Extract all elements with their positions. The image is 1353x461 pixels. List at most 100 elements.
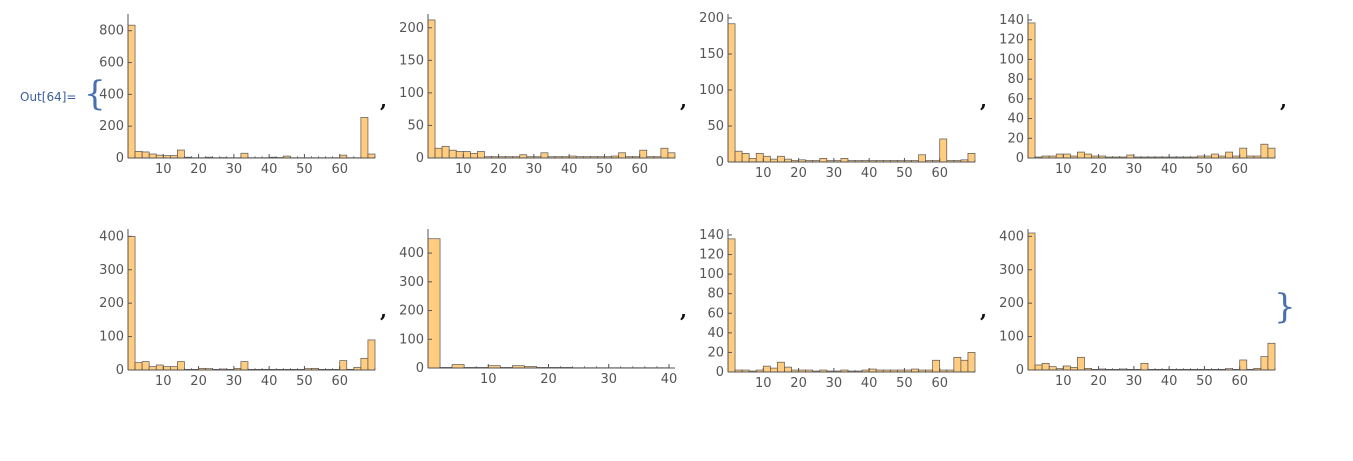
y-tick-label: 300 bbox=[399, 275, 424, 290]
histogram-bar bbox=[1267, 342, 1276, 371]
x-tick-label: 10 bbox=[455, 162, 472, 177]
y-tick-label: 0 bbox=[116, 151, 124, 166]
histogram-bar bbox=[741, 153, 750, 163]
histogram-bar bbox=[148, 366, 157, 371]
histogram-bar bbox=[339, 360, 348, 371]
x-tick-label: 10 bbox=[1055, 374, 1072, 389]
y-tick-label: 100 bbox=[99, 330, 124, 345]
x-tick-label: 10 bbox=[480, 372, 497, 387]
y-tick-label: 0 bbox=[1016, 363, 1024, 378]
histogram-bar bbox=[932, 359, 941, 373]
list-open-brace: { bbox=[84, 74, 106, 114]
histogram-bar bbox=[1027, 232, 1036, 371]
histogram-8: 0 100 200 300 400 10 20 30 40 50 60 bbox=[999, 229, 1276, 389]
y-tick-label: 0 bbox=[716, 155, 724, 170]
x-tick-label: 20 bbox=[490, 162, 507, 177]
histogram-bar bbox=[427, 238, 441, 369]
y-tick-label: 20 bbox=[707, 345, 724, 360]
x-tick-label: 20 bbox=[1090, 374, 1107, 389]
x-tick-label: 10 bbox=[155, 374, 172, 389]
histogram-bar bbox=[918, 154, 926, 163]
x-tick-label: 10 bbox=[1055, 162, 1072, 177]
y-tick-label: 150 bbox=[399, 53, 424, 68]
histogram-bar bbox=[1260, 143, 1269, 159]
y-tick-label: 80 bbox=[1007, 72, 1024, 87]
x-tick-label: 40 bbox=[861, 166, 878, 181]
histogram-bar bbox=[427, 19, 436, 159]
x-tick-label: 50 bbox=[596, 162, 613, 177]
histogram-bar bbox=[134, 150, 143, 159]
histogram-2: 0 50 100 150 200 10 20 30 40 50 60 bbox=[399, 14, 676, 177]
x-tick-label: 30 bbox=[1126, 374, 1143, 389]
histogram-bar bbox=[1239, 359, 1248, 371]
x-tick-label: 40 bbox=[1161, 374, 1178, 389]
y-tick-label: 120 bbox=[999, 33, 1024, 48]
list-separator-comma: , bbox=[980, 88, 987, 112]
histogram-bar bbox=[155, 364, 164, 371]
y-tick-label: 150 bbox=[699, 47, 724, 62]
histogram-bar bbox=[748, 158, 757, 163]
y-tick-label: 100 bbox=[999, 52, 1024, 67]
x-tick-label: 60 bbox=[931, 376, 948, 391]
y-tick-label: 200 bbox=[99, 119, 124, 134]
y-tick-label: 200 bbox=[399, 304, 424, 319]
y-tick-label: 100 bbox=[399, 332, 424, 347]
x-tick-label: 30 bbox=[526, 162, 543, 177]
y-tick-label: 50 bbox=[407, 118, 424, 133]
histogram-5: 0 100 200 300 400 10 20 30 40 50 60 bbox=[99, 229, 376, 389]
histogram-bar bbox=[455, 151, 464, 159]
histogram-1: 0 200 400 600 800 10 20 30 40 50 60 bbox=[99, 14, 376, 177]
histogram-bar bbox=[1084, 153, 1092, 159]
histogram-bar bbox=[540, 152, 549, 159]
y-tick-label: 60 bbox=[1007, 92, 1024, 107]
y-tick-label: 100 bbox=[399, 86, 424, 101]
y-tick-label: 140 bbox=[699, 228, 724, 243]
x-tick-label: 50 bbox=[896, 166, 913, 181]
x-tick-label: 50 bbox=[296, 374, 313, 389]
histogram-bar bbox=[240, 361, 249, 371]
histogram-bar bbox=[762, 365, 771, 373]
histogram-bar bbox=[1062, 365, 1071, 371]
histogram-bar bbox=[1041, 362, 1050, 371]
x-tick-label: 30 bbox=[1126, 162, 1143, 177]
x-tick-label: 20 bbox=[540, 372, 557, 387]
histogram-bar bbox=[1034, 364, 1043, 371]
histogram-bar bbox=[727, 23, 736, 163]
histogram-bar bbox=[141, 151, 150, 159]
x-tick-label: 20 bbox=[190, 162, 207, 177]
x-tick-label: 50 bbox=[1196, 374, 1213, 389]
y-tick-label: 300 bbox=[99, 263, 124, 278]
histogram-bar bbox=[462, 151, 471, 159]
histogram-bar bbox=[367, 339, 376, 371]
output-cell-label: Out[64]= bbox=[20, 90, 77, 104]
histogram-3: 0 50 100 150 200 10 20 30 40 50 60 bbox=[699, 11, 976, 181]
histogram-bar bbox=[360, 357, 369, 371]
x-tick-label: 30 bbox=[826, 166, 843, 181]
histogram-bar bbox=[169, 366, 178, 371]
list-close-brace: } bbox=[1274, 287, 1296, 327]
y-tick-label: 0 bbox=[116, 363, 124, 378]
x-tick-label: 10 bbox=[155, 162, 172, 177]
y-tick-label: 200 bbox=[399, 21, 424, 36]
x-tick-label: 50 bbox=[1196, 162, 1213, 177]
histogram-bar bbox=[1260, 356, 1269, 371]
x-tick-label: 50 bbox=[896, 376, 913, 391]
list-separator-comma: , bbox=[380, 88, 387, 112]
x-tick-label: 30 bbox=[226, 162, 243, 177]
y-tick-label: 80 bbox=[707, 287, 724, 302]
histogram-bar bbox=[667, 152, 676, 159]
x-tick-label: 40 bbox=[661, 372, 678, 387]
histogram-bar bbox=[177, 149, 185, 159]
histogram-bar bbox=[1140, 362, 1149, 371]
y-tick-label: 0 bbox=[716, 365, 724, 380]
y-tick-label: 400 bbox=[999, 229, 1024, 244]
x-tick-label: 30 bbox=[826, 376, 843, 391]
histogram-bar bbox=[1077, 151, 1085, 159]
histogram-bar bbox=[734, 150, 743, 163]
y-tick-label: 20 bbox=[1007, 131, 1024, 146]
y-tick-label: 100 bbox=[999, 330, 1024, 345]
y-tick-label: 600 bbox=[99, 56, 124, 71]
y-tick-label: 0 bbox=[416, 151, 424, 166]
x-tick-label: 40 bbox=[261, 374, 278, 389]
histogram-bar bbox=[639, 149, 648, 159]
